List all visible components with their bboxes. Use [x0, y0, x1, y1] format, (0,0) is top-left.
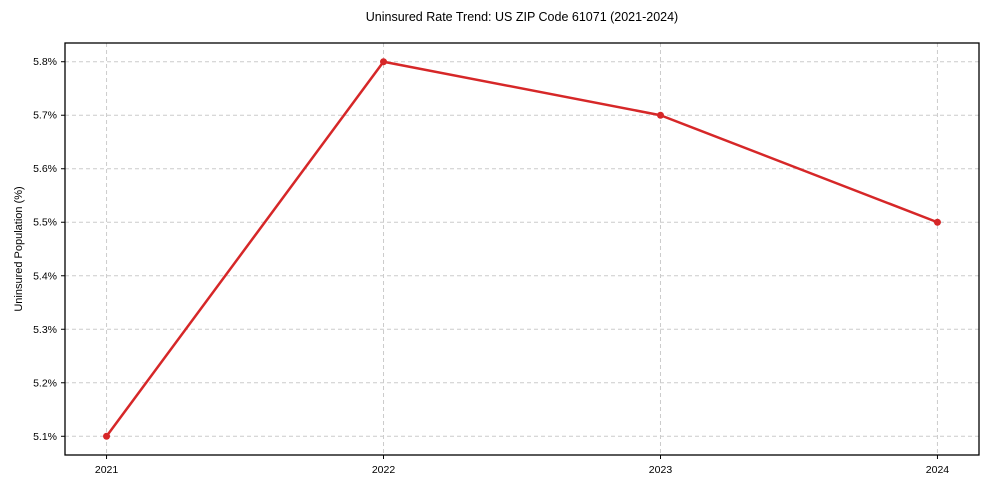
y-tick-label: 5.5%: [33, 217, 57, 229]
trend-line: [105, 60, 939, 438]
plot-background: [65, 43, 979, 455]
data-point-2022: [380, 58, 388, 66]
data-point-2024: [933, 218, 941, 226]
y-tick-label: 5.6%: [33, 163, 57, 175]
y-tick-label: 5.8%: [33, 56, 57, 68]
y-tick-label: 5.4%: [33, 270, 57, 282]
data-point-2023: [656, 111, 664, 119]
y-tick-label: 5.7%: [33, 110, 57, 122]
x-tick-label: 2024: [926, 464, 950, 476]
plot-area: 2021 2022 2023 2024 5.1% 5.2% 5.3% 5.4% 5.5% 5.6%…: [33, 42, 980, 476]
x-tick-label: 2022: [372, 464, 396, 476]
x-tick-label: 2023: [649, 464, 673, 476]
y-tick-label: 5.1%: [33, 431, 57, 443]
y-tick-label: 5.2%: [33, 377, 57, 389]
x-tick-label: 2021: [95, 464, 119, 476]
plot-border: [64, 42, 980, 456]
y-tick-label: 5.3%: [33, 324, 57, 336]
data-point-2021: [103, 432, 111, 440]
chart-title: Uninsured Rate Trend: US ZIP Code 61071 …: [366, 10, 678, 24]
y-axis-label: Uninsured Population (%): [13, 186, 25, 311]
